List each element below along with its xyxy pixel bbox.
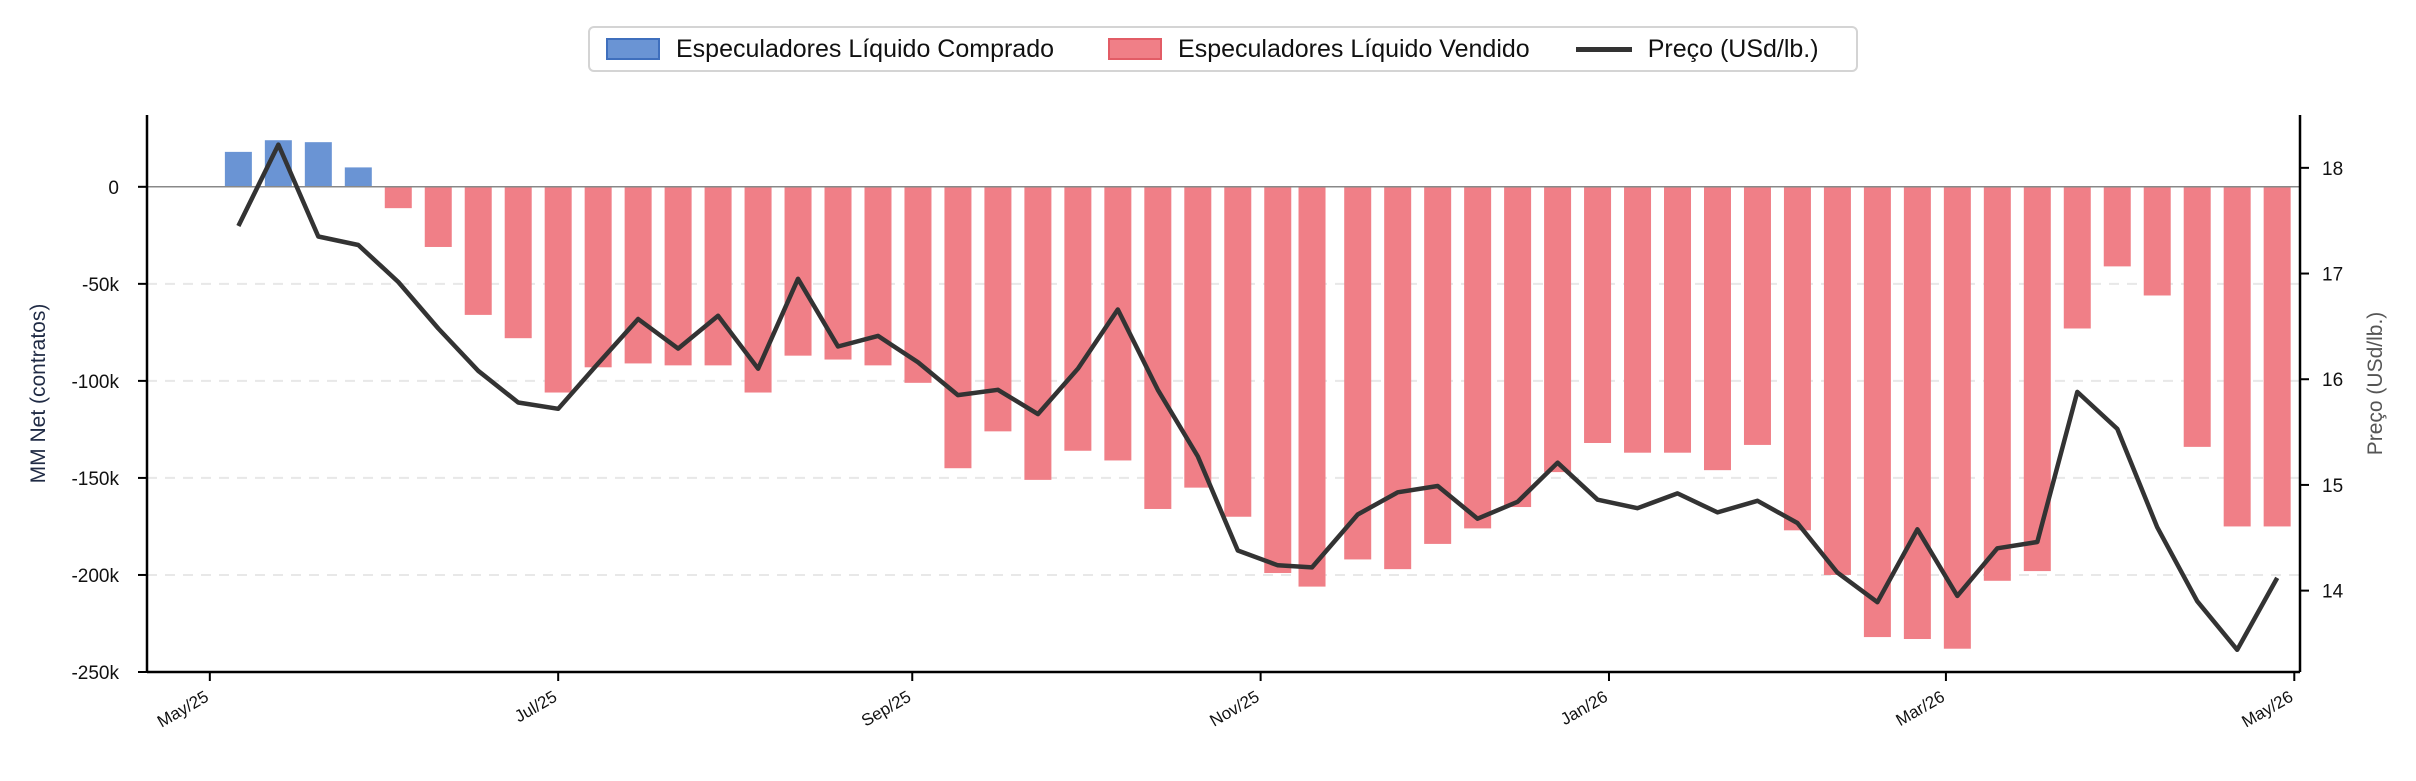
bar-short — [1783, 186, 1811, 531]
y2-axis-label: Preço (USd/lb.) — [2364, 312, 2387, 456]
bar-short — [1384, 186, 1412, 570]
bar-short — [1664, 186, 1692, 453]
legend-item-short: Especuladores Líquido Vendido — [1100, 35, 1530, 64]
legend-swatch-long — [606, 38, 660, 60]
bar-short — [1144, 186, 1172, 509]
bar-short — [1298, 186, 1326, 587]
y-tick-label: -100k — [71, 372, 119, 393]
bar-short — [384, 186, 412, 209]
bar-short — [1224, 186, 1252, 517]
bar-short — [1504, 186, 1532, 508]
x-tick-label: Nov/25 — [1206, 687, 1262, 730]
bar-short — [744, 186, 772, 393]
bar-short — [664, 186, 692, 366]
bar-short — [424, 186, 452, 247]
bar-short — [1703, 186, 1731, 471]
bar-short — [2183, 186, 2211, 447]
legend-label-long: Especuladores Líquido Comprado — [676, 34, 1055, 63]
bar-short — [1584, 186, 1612, 443]
bar-short — [1064, 186, 1092, 451]
x-tick-label: Jan/26 — [1557, 687, 1611, 729]
y2-tick-label: 17 — [2322, 265, 2343, 286]
bar-series — [224, 140, 2291, 649]
bar-short — [464, 186, 492, 315]
bar-short — [2223, 186, 2251, 527]
bar-short — [1943, 186, 1971, 649]
bar-short — [1464, 186, 1492, 529]
bar-short — [1344, 186, 1372, 560]
bar-short — [2263, 186, 2291, 527]
bar-short — [2143, 186, 2171, 296]
legend-item-long: Especuladores Líquido Comprado — [598, 35, 1054, 64]
legend-item-price: Preço (USd/lb.) — [1560, 35, 1819, 64]
bar-short — [784, 186, 812, 356]
bar-short — [1544, 186, 1572, 473]
bar-short — [1863, 186, 1891, 638]
bar-short — [504, 186, 532, 339]
y-tick-label: -50k — [82, 275, 119, 296]
bar-short — [1424, 186, 1452, 544]
bar-short — [1983, 186, 2011, 581]
legend-swatch-short — [1108, 38, 1163, 60]
x-tick-label: Mar/26 — [1893, 687, 1948, 730]
y-tick-label: 0 — [108, 178, 119, 199]
x-tick-label: Jul/25 — [511, 687, 560, 726]
bar-short — [1823, 186, 1851, 575]
y2-tick-label: 16 — [2322, 370, 2343, 391]
y-axis-label: MM Net (contratos) — [27, 304, 50, 484]
bar-long — [344, 167, 372, 187]
bar-long — [224, 151, 252, 187]
y2-tick-label: 15 — [2322, 476, 2343, 497]
x-tick-label: May/25 — [154, 687, 212, 731]
bar-short — [1903, 186, 1931, 640]
y-tick-label: -250k — [71, 663, 119, 684]
legend-swatch-price — [1575, 46, 1632, 52]
bar-short — [944, 186, 972, 469]
bar-short — [584, 186, 612, 368]
y-tick-label: -200k — [71, 566, 119, 587]
chart-legend: Especuladores Líquido Comprado Especulad… — [588, 26, 1858, 72]
bar-short — [1743, 186, 1771, 445]
bar-short — [2103, 186, 2131, 267]
bar-short — [1624, 186, 1652, 453]
y2-tick-label: 14 — [2322, 582, 2344, 603]
bar-short — [624, 186, 652, 364]
y-tick-label: -150k — [71, 469, 119, 490]
price-line — [236, 142, 2280, 653]
x-tick-label: Sep/25 — [858, 687, 914, 730]
bar-short — [2063, 186, 2091, 329]
bar-short — [1264, 186, 1292, 574]
y2-tick-label: 18 — [2322, 159, 2343, 180]
x-tick-label: May/26 — [2239, 687, 2297, 731]
grid-lines — [147, 282, 2300, 673]
legend-label-price: Preço (USd/lb.) — [1647, 34, 1819, 63]
bar-short — [704, 186, 732, 366]
bar-short — [544, 186, 572, 393]
bar-short — [904, 186, 932, 383]
bar-long — [304, 142, 332, 187]
legend-label-short: Especuladores Líquido Vendido — [1178, 34, 1530, 63]
bar-short — [1024, 186, 1052, 480]
